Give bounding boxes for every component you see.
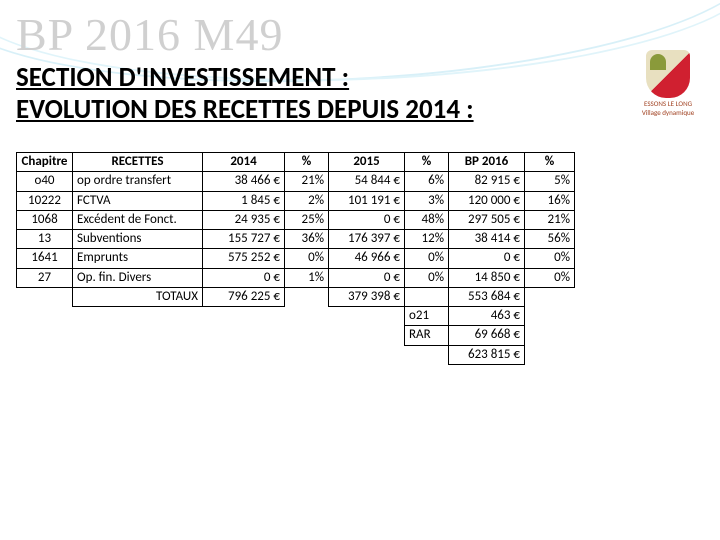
table-row: 10222FCTVA1 845 €2%101 191 €3%120 000 €1… — [17, 191, 575, 210]
cell-pct1: 0% — [285, 249, 329, 268]
cell-2015: 101 191 € — [329, 191, 405, 210]
totaux-2014: 796 225 € — [203, 287, 285, 306]
cell-chap: 10222 — [17, 191, 73, 210]
cell-2015: 54 844 € — [329, 172, 405, 191]
cell-pct3: 0% — [525, 249, 575, 268]
cell-2014: 1 845 € — [203, 191, 285, 210]
th-bp2016: BP 2016 — [449, 153, 525, 172]
totaux-label: TOTAUX — [73, 287, 203, 306]
cell-2014: 0 € — [203, 268, 285, 287]
th-2015: 2015 — [329, 153, 405, 172]
totaux-bp: 553 684 € — [449, 287, 525, 306]
cell-pct1: 36% — [285, 230, 329, 249]
cell-pct1: 1% — [285, 268, 329, 287]
table-row: o40op ordre transfert38 466 €21%54 844 €… — [17, 172, 575, 191]
cell-bp: 297 505 € — [449, 210, 525, 229]
cell-chap: 13 — [17, 230, 73, 249]
th-pct2: % — [405, 153, 449, 172]
cell-pct2: 3% — [405, 191, 449, 210]
cell-bp: 38 414 € — [449, 230, 525, 249]
cell-pct3: 56% — [525, 230, 575, 249]
cell-2014: 24 935 € — [203, 210, 285, 229]
cell-pct3: 21% — [525, 210, 575, 229]
cell-pct3: 0% — [525, 268, 575, 287]
cell-chap: o40 — [17, 172, 73, 191]
recettes-table: Chapitre RECETTES 2014 % 2015 % BP 2016 … — [16, 152, 575, 365]
table-header-row: Chapitre RECETTES 2014 % 2015 % BP 2016 … — [17, 153, 575, 172]
cell-2015: 0 € — [329, 210, 405, 229]
cell-chap: 1068 — [17, 210, 73, 229]
cell-2014: 38 466 € — [203, 172, 285, 191]
cell-lib: op ordre transfert — [73, 172, 203, 191]
footer-row-o21: o21 463 € — [17, 307, 575, 326]
cell-lib: Subventions — [73, 230, 203, 249]
table-row: 13Subventions155 727 €36%176 397 €12%38 … — [17, 230, 575, 249]
logo-caption-1: ESSONS LE LONG — [640, 100, 696, 107]
cell-pct3: 5% — [525, 172, 575, 191]
cell-2015: 176 397 € — [329, 230, 405, 249]
totaux-2015: 379 398 € — [329, 287, 405, 306]
cell-2015: 46 966 € — [329, 249, 405, 268]
cell-lib: Op. fin. Divers — [73, 268, 203, 287]
cell-lib: Emprunts — [73, 249, 203, 268]
footer-rar-label: RAR — [405, 326, 449, 345]
cell-2015: 0 € — [329, 268, 405, 287]
th-pct1: % — [285, 153, 329, 172]
cell-pct2: 6% — [405, 172, 449, 191]
cell-pct1: 25% — [285, 210, 329, 229]
th-pct3: % — [525, 153, 575, 172]
cell-pct1: 21% — [285, 172, 329, 191]
cell-2014: 575 252 € — [203, 249, 285, 268]
grand-total: 623 815 € — [449, 345, 525, 364]
th-2014: 2014 — [203, 153, 285, 172]
cell-2014: 155 727 € — [203, 230, 285, 249]
cell-lib: Excédent de Fonct. — [73, 210, 203, 229]
shield-icon — [646, 50, 690, 98]
th-chapitre: Chapitre — [17, 153, 73, 172]
grand-total-row: 623 815 € — [17, 345, 575, 364]
heading-line1: SECTION D'INVESTISSEMENT : — [16, 61, 349, 94]
footer-o21-val: 463 € — [449, 307, 525, 326]
municipality-logo: ESSONS LE LONG Village dynamique — [640, 50, 696, 120]
cell-pct2: 0% — [405, 268, 449, 287]
th-recettes: RECETTES — [73, 153, 203, 172]
cell-chap: 27 — [17, 268, 73, 287]
footer-row-rar: RAR 69 668 € — [17, 326, 575, 345]
section-heading: SECTION D'INVESTISSEMENT : EVOLUTION DES… — [16, 62, 474, 127]
table-row: 1068Excédent de Fonct.24 935 €25%0 €48%2… — [17, 210, 575, 229]
footer-o21-label: o21 — [405, 307, 449, 326]
cell-bp: 14 850 € — [449, 268, 525, 287]
cell-bp: 0 € — [449, 249, 525, 268]
footer-rar-val: 69 668 € — [449, 326, 525, 345]
cell-lib: FCTVA — [73, 191, 203, 210]
watermark-title: BP 2016 M49 — [16, 8, 283, 61]
cell-pct2: 48% — [405, 210, 449, 229]
heading-line2: EVOLUTION DES RECETTES DEPUIS 2014 : — [16, 93, 474, 126]
cell-pct3: 16% — [525, 191, 575, 210]
cell-pct2: 12% — [405, 230, 449, 249]
table-row: 1641Emprunts575 252 €0%46 966 €0%0 €0% — [17, 249, 575, 268]
cell-pct1: 2% — [285, 191, 329, 210]
cell-bp: 82 915 € — [449, 172, 525, 191]
recettes-table-wrap: Chapitre RECETTES 2014 % 2015 % BP 2016 … — [16, 152, 575, 365]
table-row: 27Op. fin. Divers0 €1%0 €0%14 850 €0% — [17, 268, 575, 287]
cell-pct2: 0% — [405, 249, 449, 268]
cell-bp: 120 000 € — [449, 191, 525, 210]
logo-caption-2: Village dynamique — [640, 109, 696, 116]
totaux-row: TOTAUX 796 225 € 379 398 € 553 684 € — [17, 287, 575, 306]
cell-chap: 1641 — [17, 249, 73, 268]
